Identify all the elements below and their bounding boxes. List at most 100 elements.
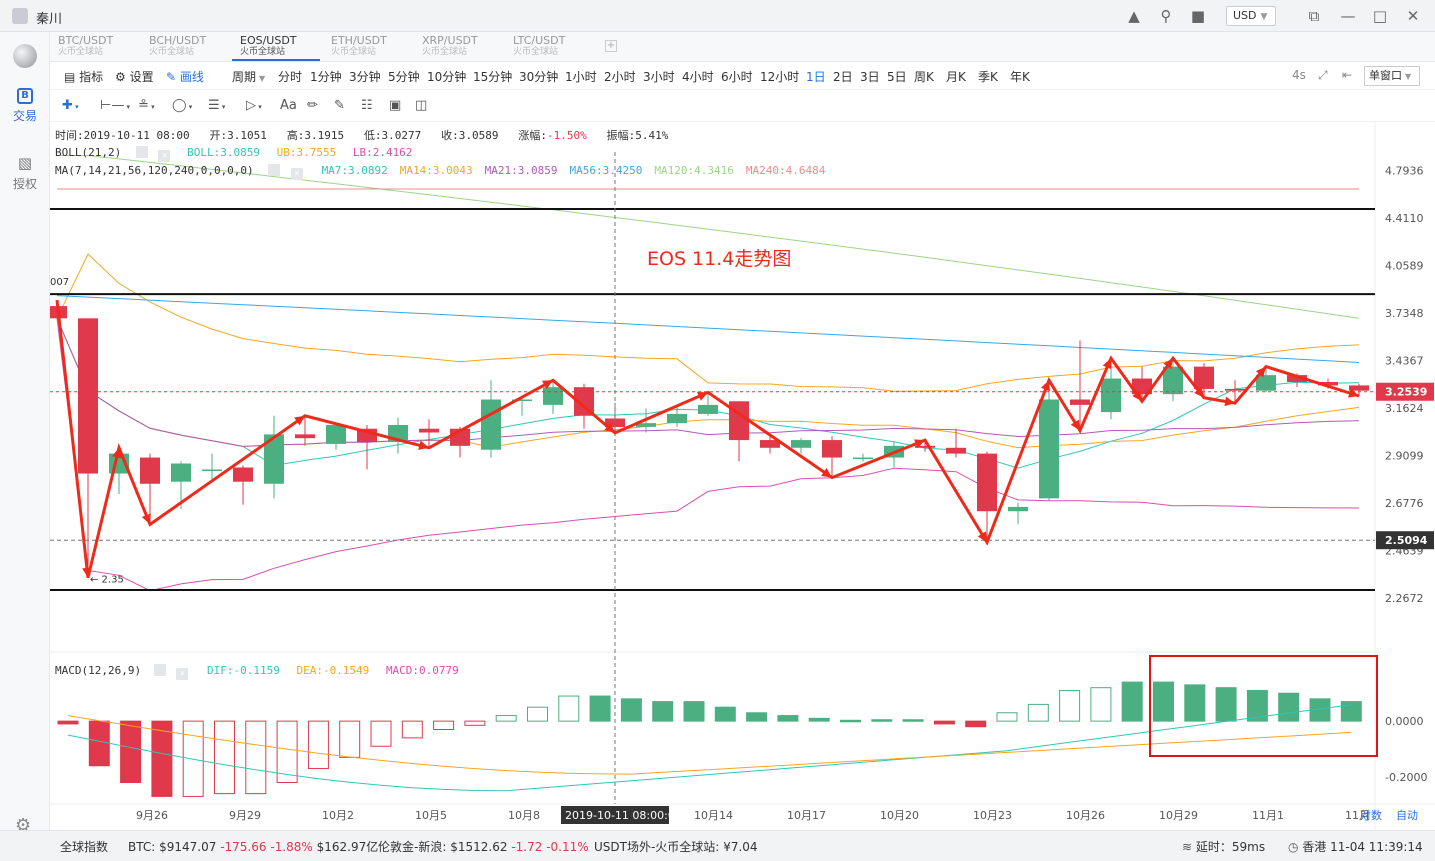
clock-text: 香港 11-04 11:39:14 [1302,840,1423,854]
circle-tool-icon[interactable]: ◯ ▾ [172,98,193,113]
parallel-lines-tool-icon[interactable]: ≗ ▾ [138,98,155,113]
period-button[interactable]: 6小时 [721,70,753,84]
price-tick-label: 2.6776 [1385,497,1424,510]
ma-value: MA120:4.3416 [654,164,734,177]
period-button[interactable]: 1分钟 [310,70,342,84]
bell-icon[interactable]: ▲ [1128,7,1140,25]
app-logo-icon[interactable] [13,44,37,68]
sidebar-item-auth[interactable]: ▧ 授权 [0,154,50,192]
brush-tool-icon[interactable]: ✏ [307,98,318,113]
price-tick-label: 2.9099 [1385,450,1424,463]
tab-btc-usdt[interactable]: BTC/USDT 火币全球站 [50,34,138,61]
triangle-tool-icon[interactable]: ▷ ▾ [246,98,262,113]
global-index-label[interactable]: 全球指数 [60,840,109,854]
boll-lower-line [56,318,1360,592]
candle-body [481,399,501,450]
macd-bar [339,720,361,758]
period-button[interactable]: 周K [914,70,934,84]
period-button[interactable]: 3小时 [643,70,675,84]
trend-arrowhead [697,391,708,401]
period-button[interactable]: 3分钟 [349,70,381,84]
macd-bar [151,720,173,797]
boll-upper-line [56,253,1360,392]
ma-values: MA7:3.0892 MA14:3.0043 MA21:3.0859 MA56:3.4… [310,164,826,177]
btc-pct: -1.88% [270,840,313,854]
tab-bch-usdt[interactable]: BCH/USDT 火币全球站 [141,34,229,61]
macd-close-icon[interactable]: × [176,668,189,680]
tab-ltc-usdt[interactable]: LTC/USDT 火币全球站 [505,34,593,61]
shape-tool-icon[interactable]: ☰ ▾ [208,98,226,113]
ma-value: MA21:3.0859 [484,164,558,177]
search-icon[interactable]: ⚲ [1160,7,1172,25]
candle-body [1318,381,1338,386]
period-button[interactable]: 月K [946,70,966,84]
minimize-icon[interactable]: — [1340,7,1356,25]
user-name[interactable]: 秦川 [36,12,63,27]
chevron-down-icon: ▾ [256,103,262,111]
tab-xrp-usdt[interactable]: XRP/USDT 火币全球站 [414,34,502,61]
period-button[interactable]: 15分钟 [473,70,513,84]
period-button[interactable]: 季K [978,70,998,84]
collapse-icon[interactable]: ⇤ [1342,68,1353,82]
period-button[interactable]: 4小时 [682,70,714,84]
chevron-down-icon: ▾ [219,103,226,111]
ma-close-icon[interactable]: × [290,168,303,180]
fullscreen-icon[interactable]: ⤢ [1318,68,1328,82]
currency-select[interactable]: USD ▼ [1226,6,1276,26]
ma-legend: MA(7,14,21,56,120,240,0,0,0,0) × MA7:3.0… [55,164,825,180]
macd-bar [1246,689,1268,722]
period-button[interactable]: 5分钟 [388,70,420,84]
add-tab-button[interactable]: + [605,40,617,52]
symbol-tabs: BTC/USDT 火币全球站 BCH/USDT 火币全球站 EOS/USDT 火币全球… [50,32,1435,62]
draw-line-button[interactable]: ✎ 画线 [166,68,204,85]
trash-icon[interactable]: ◫ [415,98,428,113]
macd-bar [589,695,611,722]
period-button[interactable]: 1日 [806,70,826,84]
ruler-tool-icon[interactable]: ☷ [361,98,373,113]
period-button[interactable]: 1小时 [565,70,597,84]
period-button[interactable]: 分时 [278,70,303,84]
time-tick-label: 11月 [1345,809,1370,822]
tab-eos-usdt[interactable]: EOS/USDT 火币全球站 [232,34,320,61]
gold-label: 伦敦金-新浪: [378,840,447,854]
time-tick-label: 10月23 [973,809,1012,822]
sidebar-item-label: 交易 [12,109,37,123]
tab-eth-usdt[interactable]: ETH/USDT 火币全球站 [323,34,411,61]
maximize-icon[interactable]: □ [1372,7,1388,25]
user-avatar-icon[interactable] [12,8,28,24]
macd-bar [1121,681,1143,722]
pen-tool-icon[interactable]: ✎ [334,98,345,113]
macd-legend: MACD(12,26,9) × DIF:-0.1159 DEA:-0.1549 … [55,664,459,680]
crosshair-tool-icon[interactable]: ✚ ▾ [62,98,79,113]
trend-arrowhead [112,447,122,459]
horizontal-line-tool-icon[interactable]: ⊢— ▾ [100,98,131,113]
period-button[interactable]: 12小时 [760,70,800,84]
lock-tool-icon[interactable]: ▣ [389,98,402,113]
boll-legend: BOLL(21,2) × BOLL:3.0859 UB:3.7555 LB:2.… [55,146,412,162]
price-tick-label: 3.1624 [1385,402,1424,415]
refresh-interval[interactable]: 4s [1292,68,1306,82]
candle-body [264,434,284,484]
time-tick-label: 11月1 [1252,809,1284,822]
shirt-icon[interactable]: ■ [1190,7,1206,25]
kline-chart[interactable]: 4.7936 4.4110 4.0589 3.7348 3.4367 3.1624 2.90… [50,122,1435,830]
boll-settings-icon[interactable] [135,146,148,158]
ma-settings-icon[interactable] [268,164,281,176]
macd-bar [57,720,79,725]
period-button[interactable]: 2日 [833,70,853,84]
restore-window-icon[interactable]: ⧉ [1308,7,1320,25]
close-icon[interactable]: ✕ [1406,7,1420,25]
indicator-button[interactable]: ▤ 指标 [64,68,103,85]
period-button[interactable]: 2小时 [604,70,636,84]
period-button[interactable]: 3日 [860,70,880,84]
period-button[interactable]: 30分钟 [519,70,559,84]
period-button[interactable]: 10分钟 [427,70,467,84]
macd-settings-icon[interactable] [153,664,166,676]
period-button[interactable]: 5日 [887,70,907,84]
window-mode-select[interactable]: 单窗口 ▼ [1364,66,1420,86]
settings-button[interactable]: ⚙ 设置 [115,68,154,85]
sidebar-item-trade[interactable]: B 交易 [0,88,50,124]
period-button[interactable]: 年K [1010,70,1030,84]
text-tool-icon[interactable]: Aa [280,98,297,113]
boll-close-icon[interactable]: × [158,150,171,162]
